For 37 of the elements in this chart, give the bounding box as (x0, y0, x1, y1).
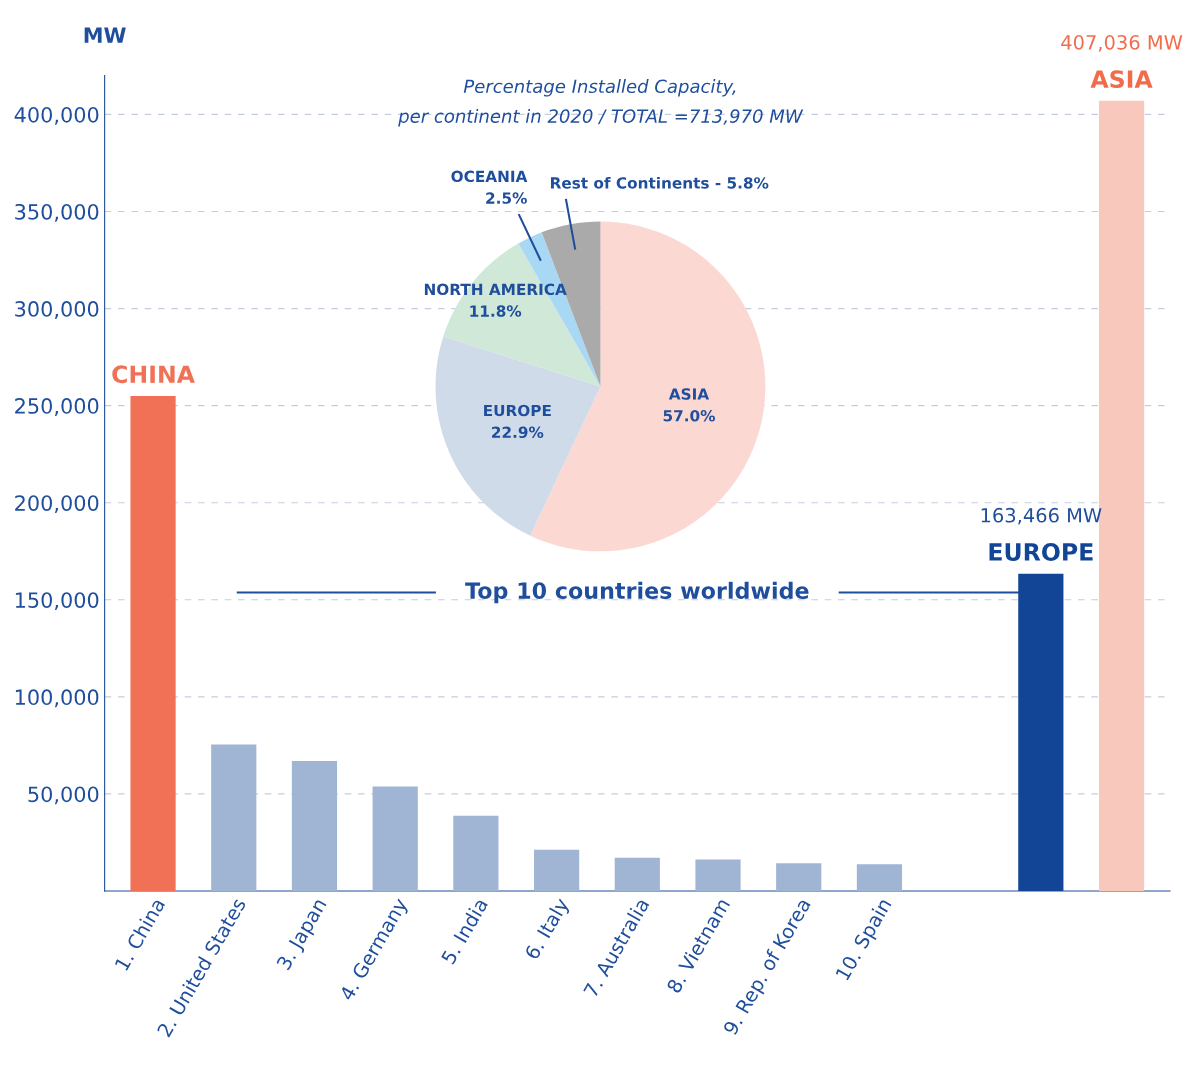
y-axis-title: MW (84, 27, 126, 43)
pie-slice (435, 336, 601, 536)
slice-label: NORTH AMERICA (424, 283, 567, 296)
annotation: Top 10 countries worldwide (465, 581, 809, 604)
slice-label: ASIA (668, 388, 710, 400)
y-tick-label: 50,000 (28, 786, 99, 805)
bar (291, 761, 338, 891)
chart-title: Percentage Installed Capacity, per continent in 2020 / TOTAL =713,970 MW (398, 79, 804, 127)
y-tick-label: 200,000 (15, 495, 99, 514)
annotation: CHINA (112, 365, 195, 384)
data-label: 22.9% (492, 426, 544, 439)
bar (130, 395, 176, 891)
bar (695, 859, 741, 891)
annotation: EUROPE (989, 543, 1093, 561)
y-tick-label: 150,000 (15, 592, 99, 611)
bar (534, 849, 580, 891)
bar (372, 786, 418, 891)
y-tick-label: 300,000 (15, 301, 99, 319)
bar (211, 744, 257, 891)
y-tick-label: 400,000 (14, 106, 99, 125)
bar (453, 815, 499, 891)
slice-label: Rest of Continents - 5.8% (550, 176, 769, 189)
data-label: 163,466 MW (981, 507, 1102, 525)
bar (856, 864, 903, 891)
y-tick-label: 100,000 (15, 689, 99, 708)
bar (776, 863, 822, 891)
data-label: 407,036 MW (1061, 35, 1183, 52)
annotation: ASIA (1090, 70, 1153, 89)
data-label: 11.8% (470, 305, 522, 317)
bar (1018, 573, 1064, 891)
bar (614, 857, 660, 891)
y-tick-label: 250,000 (15, 398, 99, 416)
slice-label: EUROPE (484, 404, 551, 417)
slice-label: OCEANIA (451, 170, 528, 183)
y-tick-label: 350,000 (15, 203, 99, 222)
data-label: 57.0% (663, 409, 715, 422)
data-label: 2.5% (486, 192, 527, 204)
